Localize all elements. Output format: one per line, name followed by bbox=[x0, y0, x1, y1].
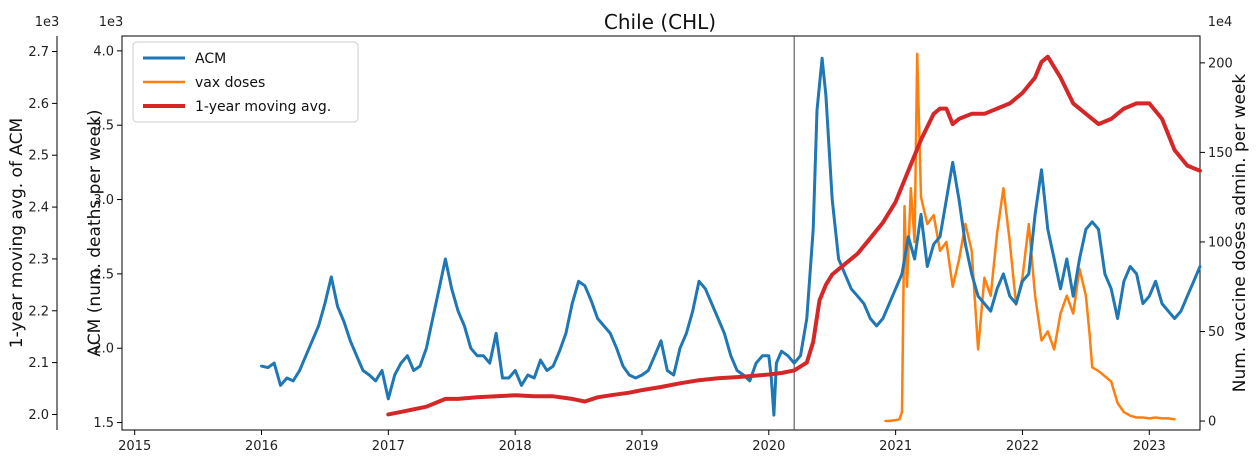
axes: 2015 2016 2017 2018 2019 2020 2021 2022 2023 1.5 2… bbox=[7, 15, 1250, 454]
left-tick-label: 4.0 bbox=[93, 44, 114, 59]
right-tick-label: 150 bbox=[1208, 146, 1233, 161]
outer-left-tick-label: 2.7 bbox=[28, 45, 49, 60]
x-tick-label: 2023 bbox=[1133, 439, 1166, 454]
left-tick-label: 3.0 bbox=[93, 193, 114, 208]
left-tick-label: 3.5 bbox=[93, 119, 114, 134]
x-tick-label: 2018 bbox=[499, 439, 532, 454]
left-tick-label: 2.0 bbox=[93, 342, 114, 357]
outer-left-axis-exponent: 1e3 bbox=[35, 15, 60, 30]
legend-box bbox=[132, 41, 359, 123]
chart-title: Chile (CHL) bbox=[604, 10, 716, 34]
legend: ACM vax doses 1-year moving avg. bbox=[132, 41, 359, 123]
outer-left-axis: 2.0 2.1 2.2 2.3 2.4 2.5 2.6 2.7 1e3 1-year moving… bbox=[7, 15, 59, 430]
x-tick-label: 2022 bbox=[1006, 439, 1039, 454]
right-axis-exponent: 1e4 bbox=[1208, 15, 1233, 30]
legend-label-vax-doses: vax doses bbox=[195, 75, 265, 91]
left-axis-exponent: 1e3 bbox=[99, 15, 124, 30]
x-tick-label: 2015 bbox=[118, 439, 151, 454]
left-axis-title: ACM (num. deaths per week) bbox=[85, 109, 105, 356]
left-axis: 1.5 2.0 2.5 3.0 3.5 4.0 1e3 ACM (num. deaths pe… bbox=[85, 15, 123, 431]
series-layer bbox=[260, 52, 1202, 423]
plot-border bbox=[121, 35, 1201, 431]
left-tick-label: 2.5 bbox=[93, 267, 114, 282]
right-tick-label: 0 bbox=[1208, 415, 1216, 430]
series-line-acm bbox=[260, 56, 1202, 417]
outer-left-tick-label: 2.3 bbox=[28, 252, 49, 267]
outer-left-tick-label: 2.2 bbox=[28, 304, 49, 319]
right-axis-title: Num. vaccine doses admin. per week bbox=[1230, 74, 1250, 393]
x-tick-label: 2020 bbox=[752, 439, 785, 454]
x-tick-label: 2016 bbox=[245, 439, 278, 454]
x-tick-label: 2021 bbox=[879, 439, 912, 454]
right-tick-label: 100 bbox=[1208, 235, 1233, 250]
legend-label-1-year-moving-avg: 1-year moving avg. bbox=[195, 99, 331, 115]
outer-left-tick-label: 2.6 bbox=[28, 97, 49, 112]
x-axis: 2015 2016 2017 2018 2019 2020 2021 2022 2023 bbox=[118, 430, 1166, 454]
outer-left-tick-label: 2.0 bbox=[28, 408, 49, 423]
right-tick-label: 200 bbox=[1208, 56, 1233, 71]
outer-left-tick-label: 2.4 bbox=[28, 201, 49, 216]
series-line-1-year-moving-avg bbox=[386, 54, 1202, 417]
series-line-vax-doses bbox=[884, 52, 1176, 423]
x-tick-label: 2019 bbox=[625, 439, 658, 454]
right-axis: 0 50 100 150 200 1e4 Num. vaccine doses admin.… bbox=[1200, 15, 1250, 430]
outer-left-tick-label: 2.1 bbox=[28, 356, 49, 371]
x-tick-label: 2017 bbox=[372, 439, 405, 454]
legend-label-acm: ACM bbox=[195, 51, 226, 67]
outer-left-axis-title: 1-year moving avg. of ACM bbox=[7, 118, 27, 348]
left-tick-label: 1.5 bbox=[93, 416, 114, 431]
right-tick-label: 50 bbox=[1208, 325, 1225, 340]
outer-left-tick-label: 2.5 bbox=[28, 149, 49, 164]
